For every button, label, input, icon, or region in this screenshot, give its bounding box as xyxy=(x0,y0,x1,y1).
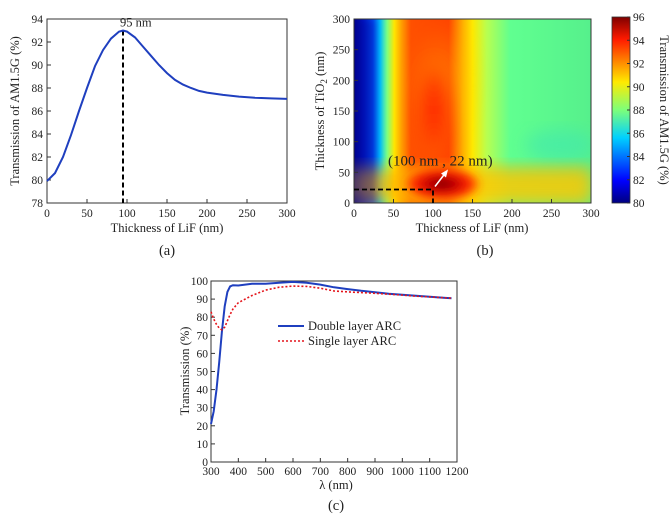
panel-c-y-tick-label: 0 xyxy=(202,457,208,469)
panel-b-y-label-main: Thickness of TiO xyxy=(313,84,327,171)
panel-c-y-tick-label: 20 xyxy=(197,421,209,433)
panel-a-y-tick-label: 88 xyxy=(32,83,44,95)
panel-b-x-tick-label: 150 xyxy=(464,208,482,220)
panel-a-y-tick-label: 92 xyxy=(32,37,44,49)
panel-b-x-tick-label: 300 xyxy=(582,208,600,220)
panel-c-x-tick-label: 300 xyxy=(202,466,220,478)
panel-c-y-tick-label: 90 xyxy=(197,294,209,306)
panel-c-x-tick-label: 500 xyxy=(257,466,275,478)
panel-b-y-tick-label: 200 xyxy=(333,75,351,87)
panel-a-x-tick-label: 100 xyxy=(118,208,136,220)
panel-b-y-tick-label: 100 xyxy=(333,137,351,149)
panel-b-point-arrow xyxy=(434,173,446,187)
panel-c-y-tick-label: 30 xyxy=(197,403,209,415)
panel-a-y-ticks: 78 80 82 84 86 88 90 92 94 xyxy=(32,14,51,210)
panel-a-plot-frame xyxy=(46,18,288,204)
panel-c-y-tick-label: 100 xyxy=(191,276,209,288)
panel-c-x-tick-label: 600 xyxy=(284,466,302,478)
panel-b-x-tick-label: 250 xyxy=(543,208,561,220)
legend-label-single-layer-arc: Single layer ARC xyxy=(308,334,396,348)
panel-b-point-annotation: (100 nm , 22 nm) xyxy=(388,154,493,170)
panel-b-colorbar-tick-label: 92 xyxy=(633,59,645,71)
panel-c-x-axis-label: λ (nm) xyxy=(319,478,352,492)
panel-a-x-tick-label: 200 xyxy=(198,208,216,220)
panel-c-x-tick-label: 1200 xyxy=(446,466,469,478)
series-line-double-layer-arc xyxy=(210,280,452,425)
panel-b-x-ticks: 0 50 100 150 200 250 300 xyxy=(351,199,600,220)
series-line-single-layer-arc xyxy=(210,285,452,331)
panel-b-x-axis-label: Thickness of LiF (nm) xyxy=(416,221,529,235)
panel-b-colorbar-label: Transmission of AM1.5G (%) xyxy=(657,35,669,185)
panel-b-heatmap: 0 50 100 150 200 250 300 0 50 100 150 200 250 300 (1… xyxy=(313,12,669,259)
panel-c-y-tick-label: 40 xyxy=(197,385,209,397)
panel-b-point-guide-lines xyxy=(354,188,434,203)
panel-c-y-tick-label: 10 xyxy=(197,439,209,451)
panel-b-y-ticks: 0 50 100 150 200 250 300 xyxy=(333,14,358,210)
panel-a-y-tick-label: 84 xyxy=(32,129,44,141)
panel-c-x-tick-label: 400 xyxy=(230,466,248,478)
panel-b-point-arrowhead xyxy=(441,169,448,178)
panel-b-y-tick-label: 150 xyxy=(333,106,351,118)
panel-b-y-tick-label: 250 xyxy=(333,45,351,57)
panel-b-colorbar-tick-label: 90 xyxy=(633,82,645,94)
panel-a-x-tick-label: 0 xyxy=(44,208,50,220)
panel-b-colorbar-ticks: 80 82 84 86 88 90 92 94 96 xyxy=(627,12,645,210)
panel-a-x-axis-label: Thickness of LiF (nm) xyxy=(111,221,224,235)
panel-b-colorbar-tick-label: 80 xyxy=(633,198,645,210)
panel-c-line-chart: 300 400 500 600 700 800 900 1000 1100 1200 0 10 20 3… xyxy=(178,276,469,514)
panel-c-y-tick-label: 70 xyxy=(197,330,209,342)
panel-c-y-tick-label: 80 xyxy=(197,312,209,324)
legend-label-double-layer-arc: Double layer ARC xyxy=(308,319,401,333)
panel-c-x-tick-label: 1000 xyxy=(391,466,414,478)
panel-a-y-axis-label: Transmission of AM1.5G (%) xyxy=(8,36,22,186)
panel-b-x-tick-label: 0 xyxy=(351,208,357,220)
panel-a-y-tick-label: 80 xyxy=(32,175,44,187)
panel-b-heatmap-surface xyxy=(354,19,591,203)
panel-c-x-tick-label: 1100 xyxy=(418,466,441,478)
panel-a-peak-annotation: 95 nm xyxy=(120,16,152,30)
panel-b-colorbar-tick-label: 86 xyxy=(633,128,645,140)
panel-c-y-tick-label: 60 xyxy=(197,348,209,360)
panel-b-y-tick-label: 50 xyxy=(339,167,351,179)
panel-a-y-tick-label: 90 xyxy=(32,60,44,72)
panel-b-colorbar-tick-label: 96 xyxy=(633,12,645,24)
panel-b-colorbar-tick-label: 82 xyxy=(633,175,645,187)
panel-b-y-axis-label: Thickness of TiO2 (nm) xyxy=(313,52,329,171)
panel-a-x-tick-label: 50 xyxy=(81,208,93,220)
panel-b-x-tick-label: 100 xyxy=(424,208,442,220)
panel-a-x-tick-label: 250 xyxy=(238,208,256,220)
panel-a-x-ticks: 0 50 100 150 200 250 300 xyxy=(44,199,296,220)
panel-c-x-ticks: 300 400 500 600 700 800 900 1000 1100 1200 xyxy=(202,458,469,478)
panel-b-colorbar-tick-label: 84 xyxy=(633,152,645,164)
panel-b-x-tick-label: 200 xyxy=(503,208,521,220)
panel-b-y-tick-label: 0 xyxy=(344,198,350,210)
panel-a-line-chart: 0 50 100 150 200 250 300 78 80 82 84 86 88 90 92 94 95… xyxy=(8,14,296,259)
panel-a-label: (a) xyxy=(159,243,175,259)
panel-c-x-tick-label: 900 xyxy=(366,466,384,478)
panel-b-y-label-sub: 2 xyxy=(319,79,329,84)
panel-b-colorbar-tick-label: 88 xyxy=(633,105,645,117)
panel-a-y-tick-label: 82 xyxy=(32,152,44,164)
panel-a-y-tick-label: 86 xyxy=(32,106,44,118)
panel-a-x-tick-label: 300 xyxy=(278,208,296,220)
panel-c-x-tick-label: 800 xyxy=(339,466,357,478)
panel-c-y-axis-label: Transmission (%) xyxy=(178,327,192,416)
panel-c-label: (c) xyxy=(328,498,344,514)
panel-c-y-ticks: 0 10 20 30 40 50 60 70 80 90 100 xyxy=(191,276,215,469)
panel-c-x-tick-label: 700 xyxy=(312,466,330,478)
panel-a-transmission-curve xyxy=(46,29,288,182)
panel-c-legend: Double layer ARC Single layer ARC xyxy=(278,319,401,348)
panel-b-y-label-tail: (nm) xyxy=(313,52,327,79)
panel-b-x-tick-label: 50 xyxy=(388,208,400,220)
panel-b-colorbar-tick-label: 94 xyxy=(633,35,645,47)
panel-b-y-tick-label: 300 xyxy=(333,14,351,26)
panel-a-x-tick-label: 150 xyxy=(158,208,176,220)
panel-a-y-tick-label: 78 xyxy=(32,198,44,210)
panel-a-y-tick-label: 94 xyxy=(32,14,44,26)
panel-b-label: (b) xyxy=(477,243,494,259)
panel-c-y-tick-label: 50 xyxy=(197,367,209,379)
panel-c-plot-frame xyxy=(210,280,458,463)
